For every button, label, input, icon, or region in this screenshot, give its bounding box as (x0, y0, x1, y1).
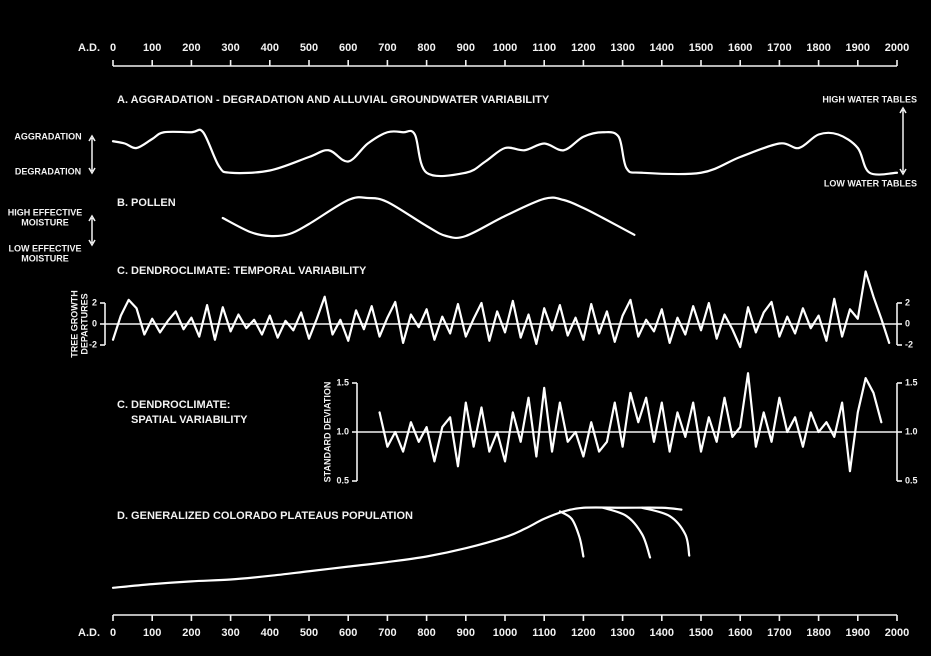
x-tick-label: 1000 (493, 42, 517, 54)
y-tick-label: 1.5 (905, 377, 918, 387)
x-tick-label: 1900 (846, 627, 870, 639)
data-line (221, 196, 636, 240)
x-tick-label: 1100 (532, 627, 556, 639)
arrows (88, 106, 907, 247)
panel-title: SPATIAL VARIABILITY (131, 414, 248, 426)
panel-title: C. DENDROCLIMATE: TEMPORAL VARIABILITY (117, 265, 367, 277)
y-tick-label: 0 (92, 318, 97, 328)
y-axis-label: STANDARD DEVIATION (322, 382, 332, 483)
panel-title: C. DENDROCLIMATE: (117, 399, 230, 411)
side-label: AGGRADATION (14, 131, 81, 141)
x-tick-label: 200 (182, 627, 200, 639)
x-tick-label: 200 (182, 42, 200, 54)
data-line (601, 506, 652, 559)
data-line (378, 372, 883, 473)
y-tick-label: 0.5 (336, 475, 349, 485)
x-tick-label: 800 (417, 42, 435, 54)
right-arrow-a (899, 106, 907, 176)
x-tick-label: 1000 (493, 627, 517, 639)
x-tick-label: 0 (110, 42, 116, 54)
y-tick-label: 1.0 (905, 426, 918, 436)
y-axis-label: TREE GROWTH (69, 290, 79, 358)
y-tick-label: -2 (905, 339, 913, 349)
x-tick-label: 1300 (610, 627, 634, 639)
side-label: DEGRADATION (15, 166, 81, 176)
side-label: HIGH EFFECTIVE (8, 207, 83, 217)
x-tick-label: 100 (143, 42, 161, 54)
x-tick-label: 1900 (846, 42, 870, 54)
x-tick-label: 500 (300, 627, 318, 639)
x-tick-label: 100 (143, 627, 161, 639)
x-tick-label: 600 (339, 627, 357, 639)
x-tick-label: 1100 (532, 42, 556, 54)
x-tick-label: 1700 (767, 627, 791, 639)
left-arrow-a (88, 134, 96, 175)
x-tick-label: 1800 (806, 42, 830, 54)
side-label: LOW WATER TABLES (824, 178, 917, 188)
x-tick-label: 0 (110, 627, 116, 639)
side-label: LOW EFFECTIVE (9, 243, 82, 253)
side-label: MOISTURE (21, 217, 69, 227)
x-tick-label: 400 (261, 627, 279, 639)
y-tick-label: 0.5 (905, 475, 918, 485)
x-tick-label: 300 (221, 627, 239, 639)
y-tick-label: 1.0 (336, 426, 349, 436)
x-tick-label: 700 (378, 42, 396, 54)
x-tick-label: 1400 (650, 627, 674, 639)
x-tick-label: 1200 (571, 42, 595, 54)
x-tick-label: 1300 (610, 42, 634, 54)
x-tick-label: 600 (339, 42, 357, 54)
x-tick-label: 1700 (767, 42, 791, 54)
x-tick-label: 700 (378, 627, 396, 639)
x-tick-label: 1500 (689, 627, 713, 639)
x-tick-label: 1800 (806, 627, 830, 639)
x-tick-label: 2000 (885, 627, 909, 639)
left-arrow-b (88, 214, 96, 247)
x-tick-label: 1500 (689, 42, 713, 54)
data-line (558, 510, 585, 558)
data-line (111, 128, 899, 178)
y-tick-label: 2 (905, 297, 910, 307)
x-tick-label: 1600 (728, 42, 752, 54)
y-tick-label: 2 (92, 297, 97, 307)
y-tick-label: -2 (89, 339, 97, 349)
x-tick-label: 800 (417, 627, 435, 639)
x-tick-label: 2000 (885, 42, 909, 54)
x-tick-label: 500 (300, 42, 318, 54)
x-tick-label: 900 (457, 627, 475, 639)
x-tick-label: 1600 (728, 627, 752, 639)
data-line (111, 270, 891, 349)
y-tick-label: 0 (905, 318, 910, 328)
side-label: HIGH WATER TABLES (822, 94, 917, 104)
x-tick-label: 1400 (650, 42, 674, 54)
data-line (111, 506, 683, 589)
x-tick-label: 400 (261, 42, 279, 54)
y-tick-label: 1.5 (336, 377, 349, 387)
x-tick-label: 900 (457, 42, 475, 54)
x-tick-label: 1200 (571, 627, 595, 639)
axis-label: A.D. (78, 627, 100, 639)
data-line (641, 506, 691, 557)
panel-title: A. AGGRADATION - DEGRADATION AND ALLUVIA… (117, 94, 550, 106)
axis-label: A.D. (78, 42, 100, 54)
y-axis-label: DEPARTURES (79, 293, 89, 354)
panel-title: D. GENERALIZED COLORADO PLATEAUS POPULAT… (117, 510, 413, 522)
panel-title: B. POLLEN (117, 197, 176, 209)
side-label: MOISTURE (21, 253, 69, 263)
x-tick-label: 300 (221, 42, 239, 54)
